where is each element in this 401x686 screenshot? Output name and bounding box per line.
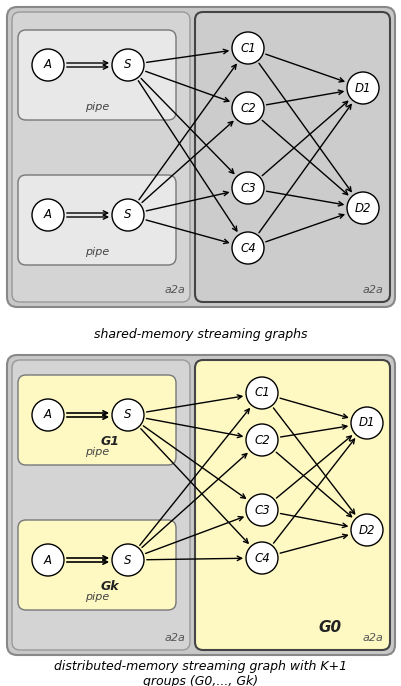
Circle shape — [32, 49, 64, 81]
Text: A: A — [44, 209, 52, 222]
FancyBboxPatch shape — [18, 30, 176, 120]
Circle shape — [231, 32, 263, 64]
FancyBboxPatch shape — [194, 12, 389, 302]
Circle shape — [112, 399, 144, 431]
Circle shape — [112, 544, 144, 576]
Text: C2: C2 — [253, 434, 269, 447]
Text: S: S — [124, 408, 132, 421]
Text: pipe: pipe — [85, 447, 109, 457]
Text: a2a: a2a — [361, 633, 382, 643]
Circle shape — [231, 172, 263, 204]
Text: shared-memory streaming graphs: shared-memory streaming graphs — [94, 328, 307, 341]
Text: distributed-memory streaming graph with K+1
groups (G0,..., Gk): distributed-memory streaming graph with … — [54, 660, 347, 686]
FancyBboxPatch shape — [194, 360, 389, 650]
Text: C2: C2 — [239, 102, 255, 115]
FancyBboxPatch shape — [18, 520, 176, 610]
Circle shape — [245, 494, 277, 526]
Text: G0: G0 — [318, 620, 341, 635]
Circle shape — [32, 399, 64, 431]
Text: D2: D2 — [358, 523, 374, 536]
Text: A: A — [44, 58, 52, 71]
Circle shape — [245, 377, 277, 409]
Text: C3: C3 — [239, 182, 255, 195]
FancyBboxPatch shape — [18, 375, 176, 465]
Text: pipe: pipe — [85, 592, 109, 602]
Text: A: A — [44, 554, 52, 567]
Text: Gk: Gk — [100, 580, 119, 593]
Text: D1: D1 — [354, 82, 371, 95]
Circle shape — [231, 92, 263, 124]
Circle shape — [112, 49, 144, 81]
Text: S: S — [124, 554, 132, 567]
Text: A: A — [44, 408, 52, 421]
FancyBboxPatch shape — [12, 360, 190, 650]
Text: a2a: a2a — [361, 285, 382, 295]
FancyBboxPatch shape — [12, 12, 190, 302]
Text: a2a: a2a — [164, 633, 184, 643]
Text: C1: C1 — [253, 386, 269, 399]
Circle shape — [112, 199, 144, 231]
Circle shape — [346, 72, 378, 104]
Circle shape — [350, 514, 382, 546]
FancyBboxPatch shape — [18, 175, 176, 265]
Text: C4: C4 — [239, 241, 255, 255]
Text: C3: C3 — [253, 504, 269, 517]
FancyBboxPatch shape — [7, 7, 394, 307]
FancyBboxPatch shape — [7, 355, 394, 655]
Text: pipe: pipe — [85, 247, 109, 257]
Text: D2: D2 — [354, 202, 371, 215]
Text: S: S — [124, 58, 132, 71]
Circle shape — [350, 407, 382, 439]
Text: G1: G1 — [100, 435, 119, 448]
Text: pipe: pipe — [85, 102, 109, 112]
Text: a2a: a2a — [164, 285, 184, 295]
Circle shape — [245, 424, 277, 456]
Circle shape — [32, 199, 64, 231]
Text: C4: C4 — [253, 552, 269, 565]
Text: C1: C1 — [239, 41, 255, 54]
Text: S: S — [124, 209, 132, 222]
Circle shape — [245, 542, 277, 574]
Circle shape — [231, 232, 263, 264]
Text: D1: D1 — [358, 416, 374, 429]
Circle shape — [346, 192, 378, 224]
Circle shape — [32, 544, 64, 576]
